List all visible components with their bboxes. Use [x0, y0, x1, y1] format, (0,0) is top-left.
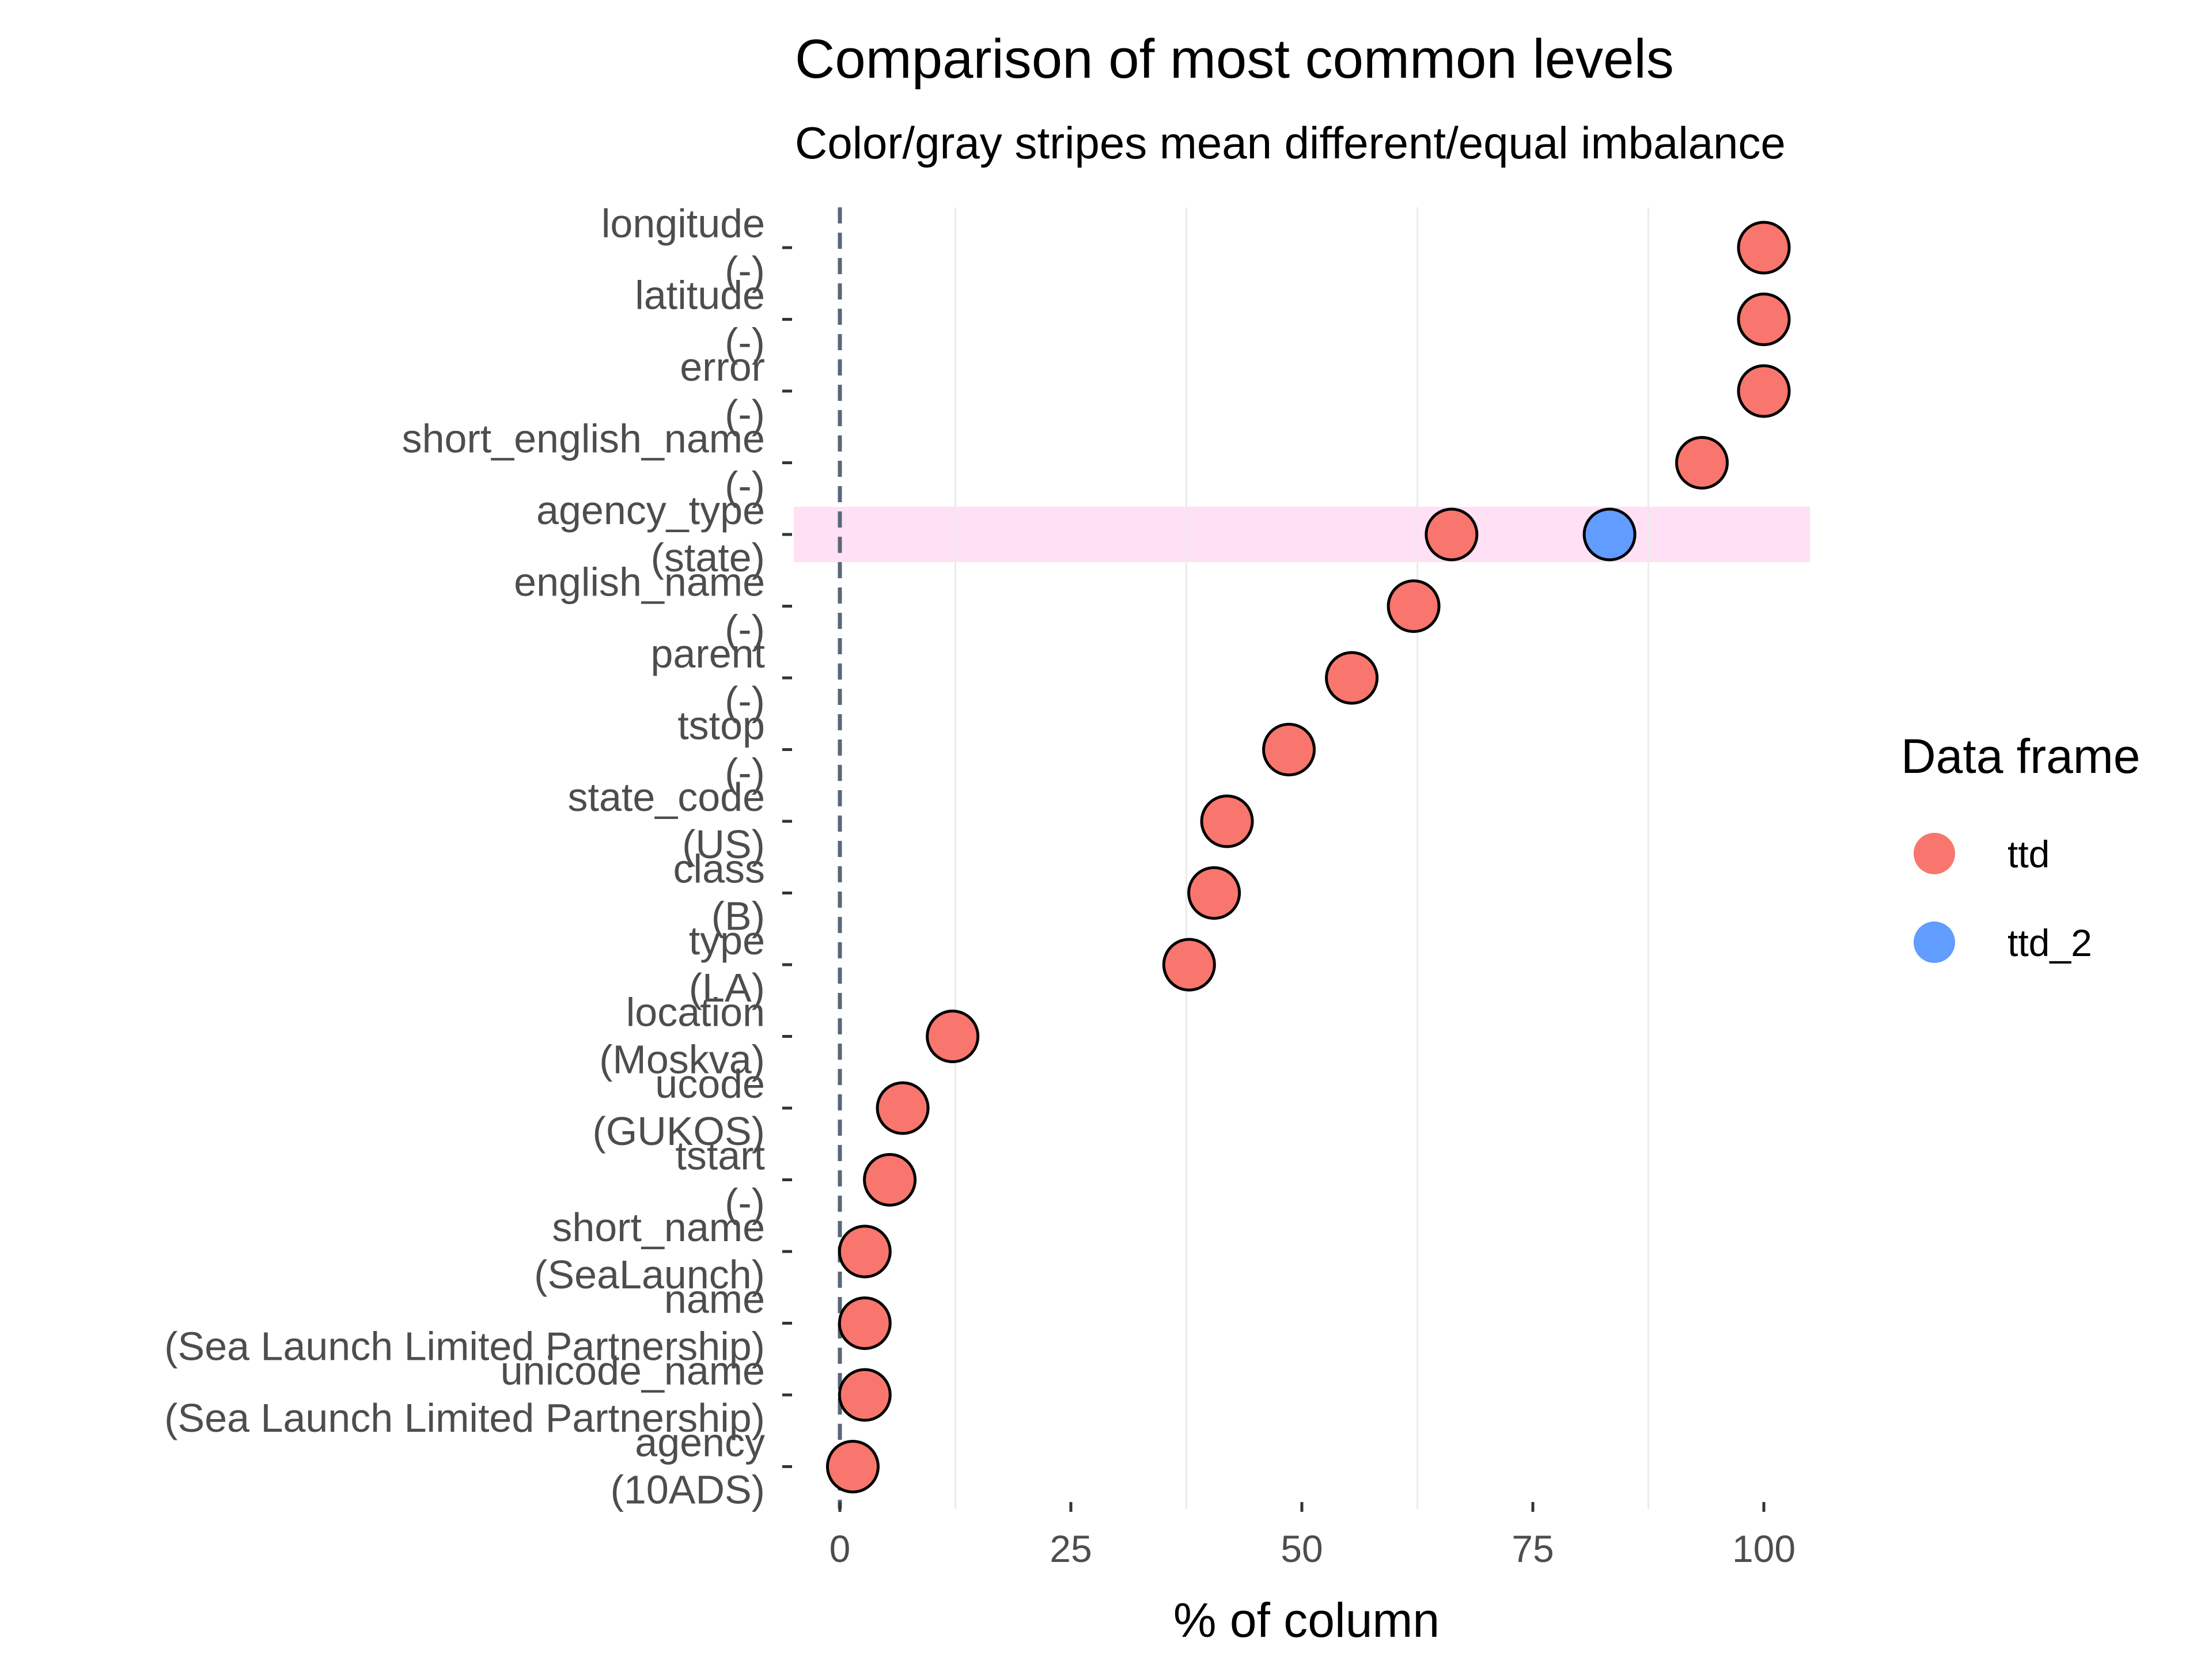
point-ttd_2-agency_type [1582, 507, 1637, 562]
y-tick-label-variable: error [680, 344, 765, 389]
point-ttd-short_english_name [1675, 436, 1729, 490]
points-layer [825, 221, 1791, 1493]
y-tick-label-variable: name [664, 1277, 765, 1322]
y-tick-label-level: (-) [725, 464, 765, 509]
x-tick-label: 0 [830, 1527, 851, 1570]
stripe-agency_type [793, 507, 1810, 562]
point-ttd-longitude [1737, 221, 1791, 275]
x-tick-label: 100 [1732, 1527, 1796, 1570]
y-tick-label-level: (state) [651, 535, 765, 580]
y-tick-label-variable: class [673, 847, 765, 892]
y-tick-label-variable: state_code [568, 775, 765, 820]
point-ttd-tstop [1262, 723, 1316, 776]
y-tick-label-level: (US) [682, 822, 765, 867]
legend-title: Data frame [1901, 729, 2141, 783]
point-ttd-class [1187, 866, 1241, 920]
x-tick-label: 25 [1050, 1527, 1092, 1570]
point-ttd-state_code [1200, 794, 1254, 848]
point-ttd-location [926, 1010, 980, 1063]
y-tick-label-variable: longitude [601, 201, 765, 246]
legend-key-ttd [1914, 833, 1955, 874]
y-tick-label-level: (Sea Launch Limited Partnership) [164, 1324, 765, 1369]
y-tick-label-level: (-) [725, 1181, 765, 1226]
point-ttd-agency_type [1425, 507, 1479, 562]
y-tick-label-level: (GUKOS) [593, 1109, 765, 1154]
y-tick-label-level: (B) [711, 894, 765, 939]
y-tick-label-variable: short_name [552, 1205, 765, 1250]
y-tick-label-variable: english_name [514, 560, 765, 605]
y-tick-label-level: (-) [725, 750, 765, 795]
point-ttd-tstart [863, 1153, 917, 1207]
y-tick-label-variable: type [689, 918, 765, 963]
y-tick-label-variable: short_english_name [402, 416, 765, 461]
x-tick-label: 75 [1512, 1527, 1554, 1570]
y-axis: longitude(-)latitude(-)error(-)short_eng… [164, 201, 792, 1512]
y-tick-label-variable: agency [635, 1420, 765, 1465]
point-ttd-latitude [1737, 293, 1791, 346]
point-ttd-type [1162, 938, 1216, 992]
y-tick-label-level: (-) [725, 607, 765, 652]
point-ttd-name [838, 1296, 892, 1350]
x-axis: 0 25 50 75 100 [830, 1502, 1796, 1570]
y-tick-label-variable: ucode [655, 1061, 765, 1106]
y-tick-label-level: (-) [725, 678, 765, 723]
point-ttd-english_name [1387, 579, 1441, 633]
legend-label-ttd: ttd [2008, 833, 2050, 875]
y-tick-label-variable: parent [651, 631, 765, 676]
y-tick-label-variable: agency_type [536, 488, 765, 533]
legend-label-ttd_2: ttd_2 [2008, 921, 2092, 964]
point-ttd-error [1737, 364, 1791, 418]
y-tick-label-level: (Moskva) [599, 1037, 765, 1082]
y-tick-label-variable: tstop [677, 703, 765, 748]
y-tick-label-level: (10ADS) [611, 1467, 765, 1512]
point-ttd-agency [825, 1440, 880, 1493]
legend: Data frame ttd ttd_2 [1901, 729, 2141, 964]
y-tick-label-level: (-) [725, 320, 765, 365]
gridline-layer [955, 207, 1649, 1509]
y-tick-label-variable: tstart [675, 1133, 765, 1178]
chart-subtitle: Color/gray stripes mean different/equal … [795, 117, 1786, 168]
y-tick-label-level: (LA) [689, 965, 765, 1010]
y-tick-label-level: (Sea Launch Limited Partnership) [164, 1395, 765, 1440]
legend-key-ttd_2 [1914, 921, 1955, 963]
y-tick-label-level: (-) [725, 392, 765, 437]
x-tick-label: 50 [1281, 1527, 1323, 1570]
y-tick-label-variable: latitude [635, 273, 765, 318]
point-ttd-short_name [838, 1224, 892, 1279]
stripe-layer [793, 507, 1810, 562]
point-ttd-parent [1325, 651, 1379, 705]
y-tick-label-variable: location [626, 990, 765, 1035]
y-tick-label-variable: unicode_name [501, 1348, 765, 1393]
x-axis-label: % of column [1173, 1593, 1440, 1647]
point-ttd-ucode [876, 1081, 930, 1135]
y-tick-label-level: (-) [725, 248, 765, 293]
y-tick-label-level: (SeaLaunch) [534, 1252, 765, 1297]
chart-title: Comparison of most common levels [795, 28, 1674, 90]
point-ttd-unicode_name [838, 1368, 892, 1422]
